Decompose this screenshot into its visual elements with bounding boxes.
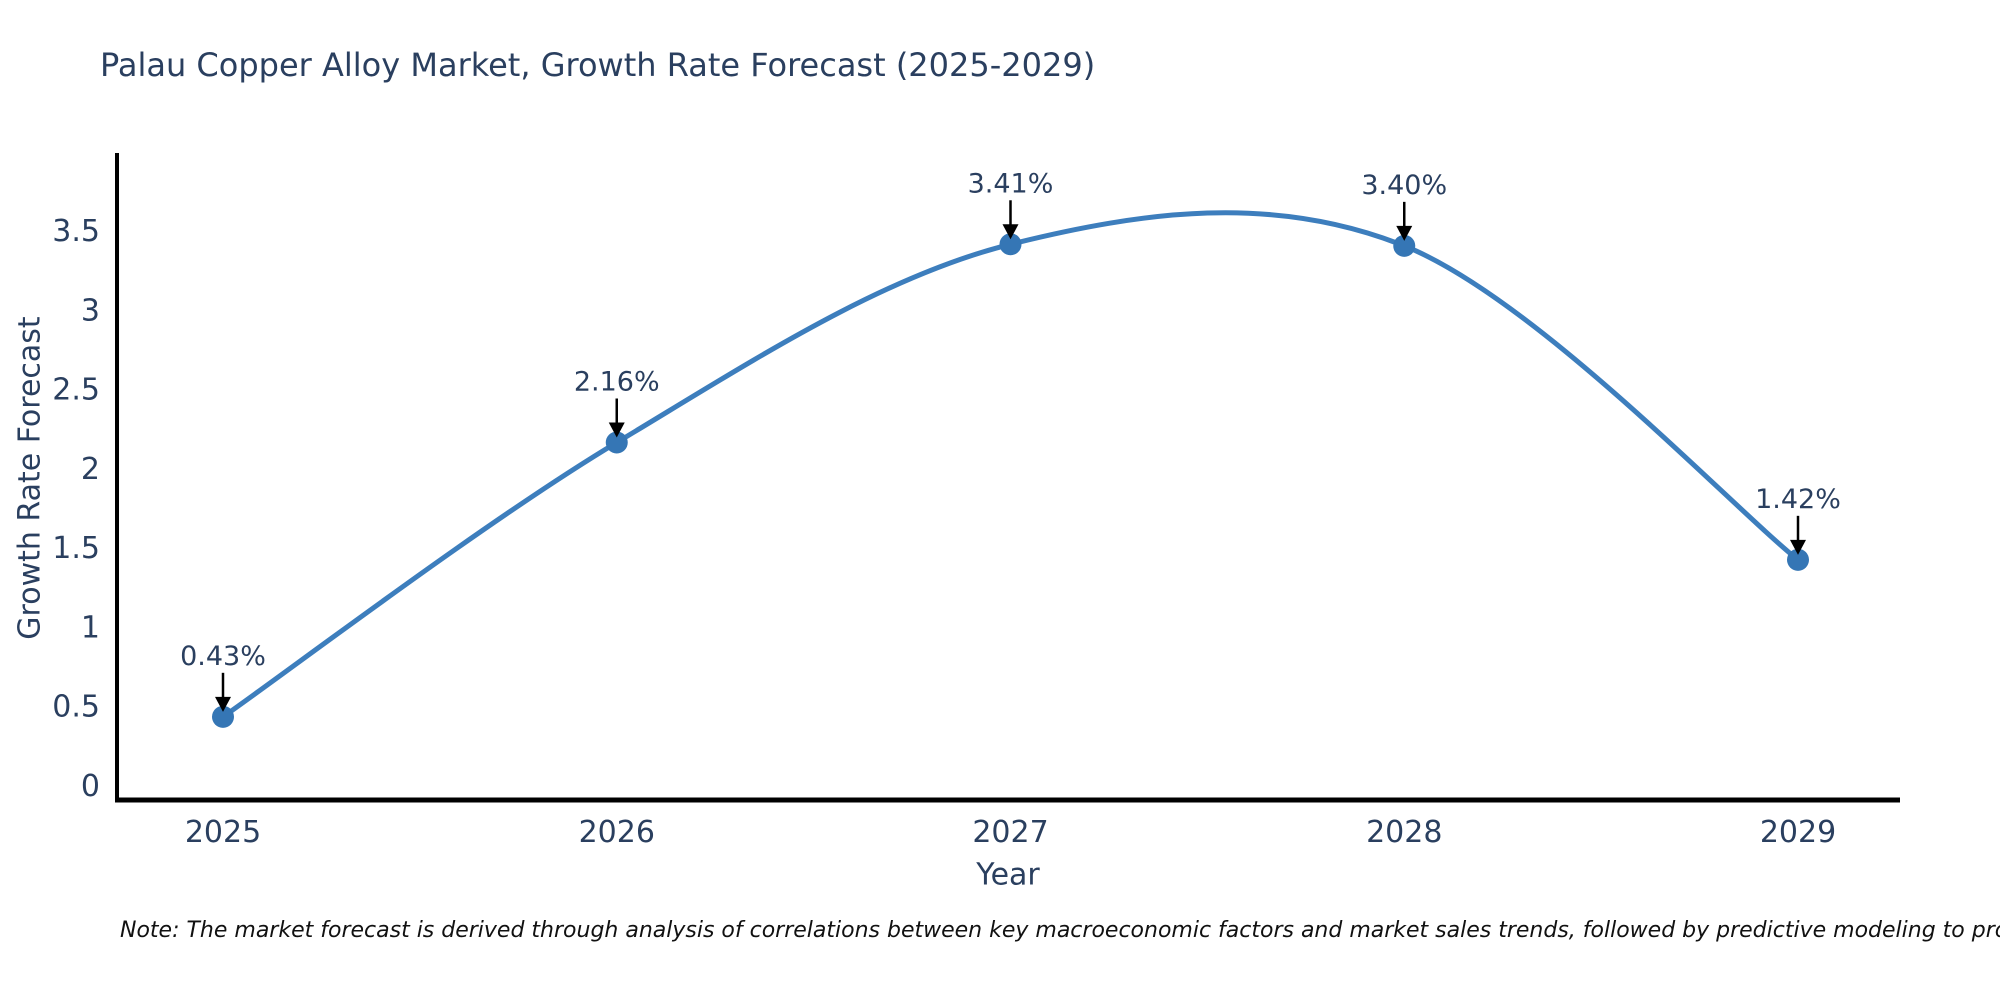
- y-tick-label: 2: [81, 452, 100, 487]
- footnote: Note: The market forecast is derived thr…: [120, 918, 2000, 943]
- annotation-label: 3.40%: [1361, 170, 1447, 201]
- annotation-label: 3.41%: [968, 168, 1054, 199]
- y-tick-label: 1: [81, 610, 100, 645]
- x-tick-label: 2025: [185, 815, 261, 850]
- y-tick-label: 1.5: [52, 531, 100, 566]
- chart-title: Palau Copper Alloy Market, Growth Rate F…: [100, 46, 1096, 84]
- data-point-marker: [1787, 548, 1809, 571]
- x-axis-title: Year: [976, 857, 1040, 893]
- data-point-marker: [1393, 234, 1416, 257]
- annotation-arrowhead: [215, 696, 231, 712]
- x-tick-label: 2028: [1366, 815, 1442, 850]
- annotation-label: 2.16%: [574, 366, 660, 397]
- x-tick-label: 2027: [972, 815, 1048, 850]
- x-tick-label: 2029: [1760, 815, 1836, 850]
- data-point-marker: [605, 431, 628, 454]
- data-point-marker: [999, 233, 1022, 256]
- y-axis-title: Growth Rate Forecast: [12, 316, 48, 640]
- x-tick-label: 2026: [579, 815, 655, 850]
- y-tick-label: 2.5: [52, 373, 100, 408]
- annotation-arrowhead: [1002, 224, 1019, 240]
- y-tick-label: 0: [81, 769, 100, 804]
- y-tick-label: 0.5: [52, 690, 100, 725]
- y-tick-label: 3: [81, 293, 100, 328]
- annotation-label: 0.43%: [180, 641, 266, 672]
- forecast-spline: [220, 210, 1801, 720]
- data-point-marker: [212, 705, 234, 728]
- annotation-arrowhead: [1396, 225, 1413, 241]
- annotation-label: 1.42%: [1755, 484, 1841, 515]
- y-tick-label: 3.5: [52, 214, 100, 249]
- annotation-arrowhead: [608, 422, 625, 438]
- annotation-arrowhead: [1790, 539, 1806, 555]
